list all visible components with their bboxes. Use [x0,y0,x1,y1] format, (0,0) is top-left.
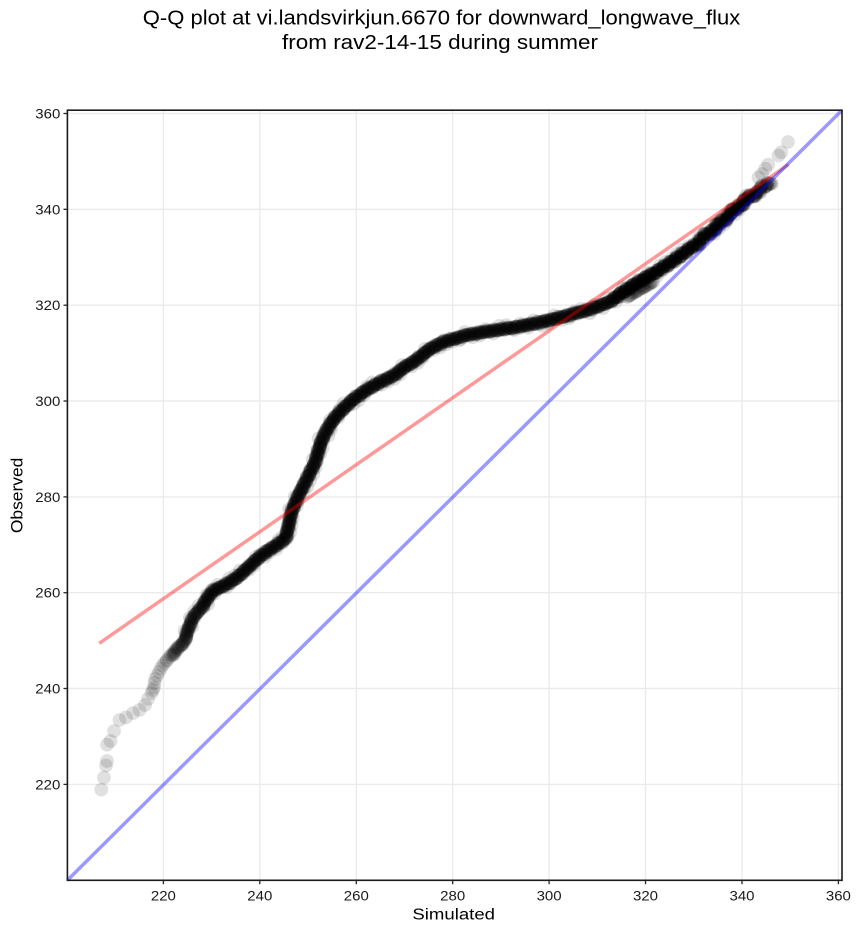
svg-text:260: 260 [35,585,60,601]
svg-text:280: 280 [35,489,60,505]
svg-text:Q-Q plot at vi.landsvirkjun.66: Q-Q plot at vi.landsvirkjun.6670 for dow… [143,7,741,29]
svg-text:260: 260 [344,888,369,904]
svg-text:300: 300 [35,393,60,409]
svg-text:from rav2-14-15 during summer: from rav2-14-15 during summer [282,32,598,54]
svg-text:240: 240 [35,681,60,697]
svg-text:340: 340 [35,201,60,217]
svg-text:280: 280 [440,888,465,904]
svg-text:300: 300 [537,888,562,904]
svg-text:360: 360 [826,888,851,904]
svg-text:Simulated: Simulated [412,907,495,924]
svg-text:340: 340 [730,888,755,904]
svg-text:220: 220 [151,888,176,904]
svg-text:320: 320 [35,297,60,313]
svg-text:220: 220 [35,776,60,792]
svg-text:360: 360 [35,106,60,122]
svg-text:240: 240 [247,888,272,904]
svg-text:320: 320 [633,888,658,904]
svg-text:Observed: Observed [8,458,26,534]
